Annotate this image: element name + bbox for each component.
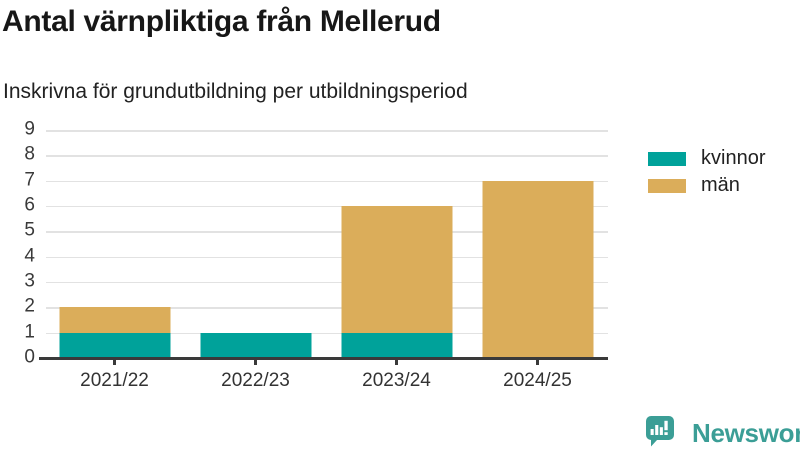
plot-area	[39, 130, 608, 360]
bar-segment-kvinnor	[200, 332, 311, 358]
legend: kvinnor män	[648, 145, 765, 199]
x-tick-label: 2021/22	[80, 370, 149, 391]
x-tick-label: 2024/25	[503, 370, 572, 391]
stacked-bar-2021/22	[59, 130, 170, 358]
newsworthy-wordmark: Newsworthy	[692, 418, 800, 448]
legend-swatch-kvinnor	[648, 151, 686, 166]
y-tick-label: 4	[24, 245, 35, 267]
gridline	[46, 256, 608, 259]
bar-segment-kvinnor	[59, 332, 170, 358]
x-tick	[254, 359, 257, 365]
stacked-bar-2023/24	[341, 130, 452, 358]
x-tick	[113, 359, 116, 365]
x-axis-line	[39, 357, 608, 360]
stacked-bar-2024/25	[482, 130, 593, 358]
x-axis-slot: 2024/25	[467, 359, 608, 392]
gridline	[46, 281, 608, 284]
y-tick-label: 2	[24, 295, 35, 317]
x-tick	[536, 359, 539, 365]
x-axis-slot: 2021/22	[44, 359, 185, 392]
y-tick-label: 7	[24, 169, 35, 191]
gridline	[46, 155, 608, 157]
y-axis-labels: 0 1 2 3 4 5 6 7 8 9	[0, 119, 35, 368]
y-tick-label: 0	[24, 346, 35, 368]
gridline	[46, 180, 608, 183]
gridline	[46, 307, 608, 309]
gridline	[46, 332, 608, 335]
legend-item-kvinnor: kvinnor	[648, 145, 765, 172]
bar-segment-kvinnor	[341, 332, 452, 358]
stacked-bar-2022/23	[200, 130, 311, 358]
bars-layer	[44, 130, 608, 358]
legend-item-man: män	[648, 172, 765, 199]
y-tick-label: 1	[24, 321, 35, 343]
legend-label: män	[701, 174, 740, 196]
x-axis-slot: 2023/24	[326, 359, 467, 392]
bar-slot	[185, 130, 326, 358]
x-tick-label: 2023/24	[362, 370, 431, 391]
gridline	[46, 130, 608, 132]
y-tick-label: 8	[24, 143, 35, 165]
bar-slot	[467, 130, 608, 358]
x-axis-labels: 2021/22 2022/23 2023/24 2024/25	[44, 359, 608, 392]
y-tick-label: 6	[24, 194, 35, 216]
chart-subtitle: Inskrivna för grundutbildning per utbild…	[3, 80, 468, 103]
chart-title: Antal värnpliktiga från Mellerud	[2, 5, 441, 38]
x-tick	[395, 359, 398, 365]
gridline	[46, 205, 608, 208]
x-tick-label: 2022/23	[221, 370, 290, 391]
y-tick-label: 3	[24, 270, 35, 292]
bar-segment-män	[341, 206, 452, 333]
y-tick-label: 5	[24, 219, 35, 241]
legend-swatch-man	[648, 178, 686, 193]
newsworthy-logo-icon	[645, 415, 675, 450]
bar-slot	[44, 130, 185, 358]
gridline	[46, 231, 608, 233]
bar-segment-män	[482, 180, 593, 358]
legend-label: kvinnor	[701, 147, 766, 169]
x-axis-slot: 2022/23	[185, 359, 326, 392]
bar-slot	[326, 130, 467, 358]
newsworthy-brand: Newsworthy	[645, 415, 800, 450]
bar-segment-män	[59, 307, 170, 333]
y-tick-label: 9	[24, 118, 35, 140]
